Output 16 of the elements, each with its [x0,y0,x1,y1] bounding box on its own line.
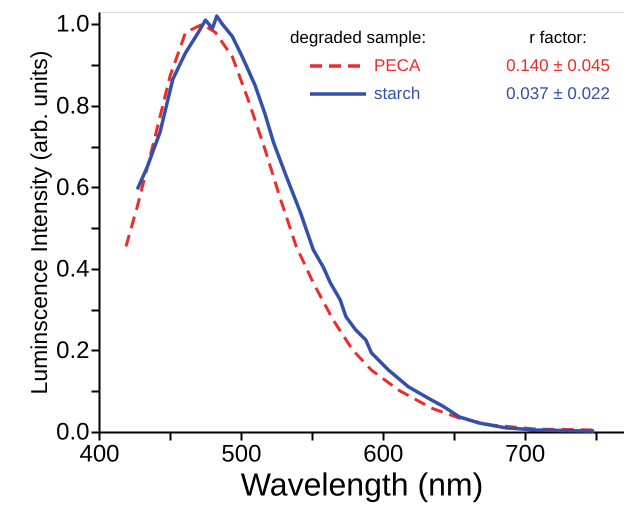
annotation: 0.037 ± 0.022 [506,84,610,103]
y-tick-label: 1.0 [56,10,90,38]
x-axis-title: Wavelength (nm) [240,466,484,502]
x-tick-label: 600 [363,440,404,468]
legend-label: PECA [374,56,421,75]
annotation: 0.140 ± 0.045 [506,56,610,75]
y-axis-title: Luminscence Intensity (arb. units) [26,50,52,394]
y-tick-label: 0.2 [56,336,90,364]
y-tick-label: 0.6 [56,174,90,201]
y-tick-label: 0.8 [56,92,90,120]
legend-title: degraded sample: [290,28,426,47]
annotation: r factor: [529,28,587,47]
x-tick-label: 500 [221,440,262,468]
x-tick-label: 700 [505,440,546,468]
y-tick-label: 0.4 [56,255,90,282]
legend-label: starch [374,84,420,103]
